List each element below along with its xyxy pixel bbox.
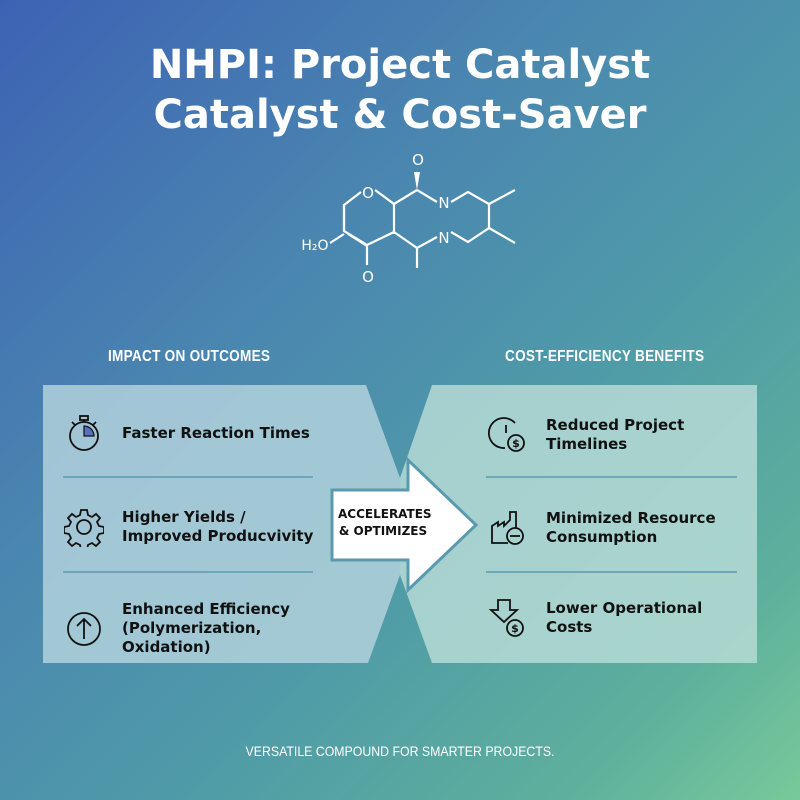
arrow-label-line-2: & OPTIMIZES (338, 524, 428, 538)
mol-n2: N (438, 229, 449, 247)
mol-o-bottom: O (362, 268, 374, 286)
clock-dollar-icon: $ (488, 417, 525, 452)
left-item-3: Enhanced Efficiency (Polymerization, Oxi… (64, 600, 344, 657)
mol-n1: N (438, 194, 449, 212)
mol-o-ring: O (362, 184, 374, 202)
gear-icon (64, 509, 104, 547)
arrow-label: ACCELERATES & OPTIMIZES (338, 506, 432, 540)
left-panel (43, 385, 400, 663)
molecule-structure (329, 189, 516, 268)
right-item-3: $ Lower Operational Costs (488, 598, 738, 638)
mol-h2o: H₂O (301, 238, 328, 254)
right-item-3-text: Lower Operational Costs (546, 599, 703, 636)
left-heading: IMPACT ON OUTCOMES (108, 348, 271, 365)
right-panel (400, 385, 757, 663)
right-item-1-text: Reduced Project Timelines (546, 416, 685, 453)
left-item-2-text: Higher Yields / Improved Producvivity (122, 508, 314, 545)
svg-text:$: $ (512, 437, 520, 450)
factory-minus-icon (491, 511, 524, 545)
right-heading: COST-EFFICIENCY BENEFITS (505, 348, 705, 365)
down-arrow-dollar-icon: $ (488, 599, 524, 637)
left-item-1-text: Faster Reaction Times (122, 423, 310, 442)
arrow-up-circle-icon (67, 611, 101, 646)
mol-o-top: O (412, 151, 424, 169)
title-line-2: Catalyst & Cost-Saver (153, 92, 647, 138)
left-item-3-text: Enhanced Efficiency (Polymerization, Oxi… (122, 600, 290, 656)
left-item-2: Higher Yields / Improved Producvivity (64, 507, 324, 547)
footer-tagline: VERSATILE COMPOUND FOR SMARTER PROJECTS. (245, 743, 555, 759)
svg-text:$: $ (511, 622, 519, 635)
accelerates-arrow (330, 456, 479, 594)
stopwatch-icon (69, 415, 99, 451)
title-line-1: NHPI: Project Catalyst (149, 42, 651, 88)
arrow-label-line-1: ACCELERATES (338, 507, 432, 521)
left-item-1: Faster Reaction Times (64, 413, 324, 453)
right-item-2-text: Minimized Resource Consumption (546, 509, 716, 546)
right-item-1: $ Reduced Project Timelines (488, 415, 718, 455)
right-item-2: Minimized Resource Consumption (488, 508, 718, 548)
